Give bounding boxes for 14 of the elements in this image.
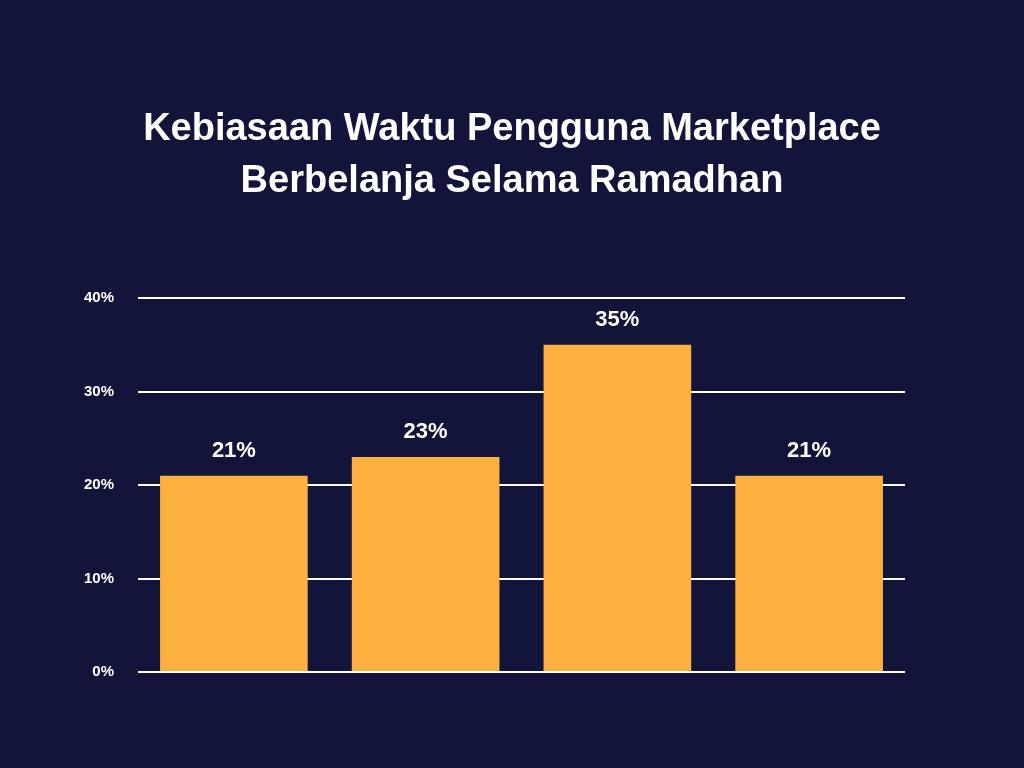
y-tick-label: 0%: [92, 662, 115, 680]
y-tick-label: 20%: [83, 475, 115, 493]
data-label: 21%: [211, 436, 256, 462]
data-label: 21%: [787, 436, 832, 462]
y-tick-label: 40%: [83, 288, 115, 306]
bar: [735, 475, 883, 671]
y-tick-label: 30%: [83, 381, 115, 399]
bar: [160, 475, 308, 671]
bar: [543, 344, 692, 671]
bar: [351, 456, 500, 671]
y-tick-label: 10%: [83, 568, 115, 586]
data-label: 23%: [403, 418, 448, 444]
data-label: 35%: [595, 305, 640, 331]
chart-title: Kebiasaan Waktu Pengguna Marketplace Berbelanja Selama Ramadhan: [142, 105, 882, 202]
